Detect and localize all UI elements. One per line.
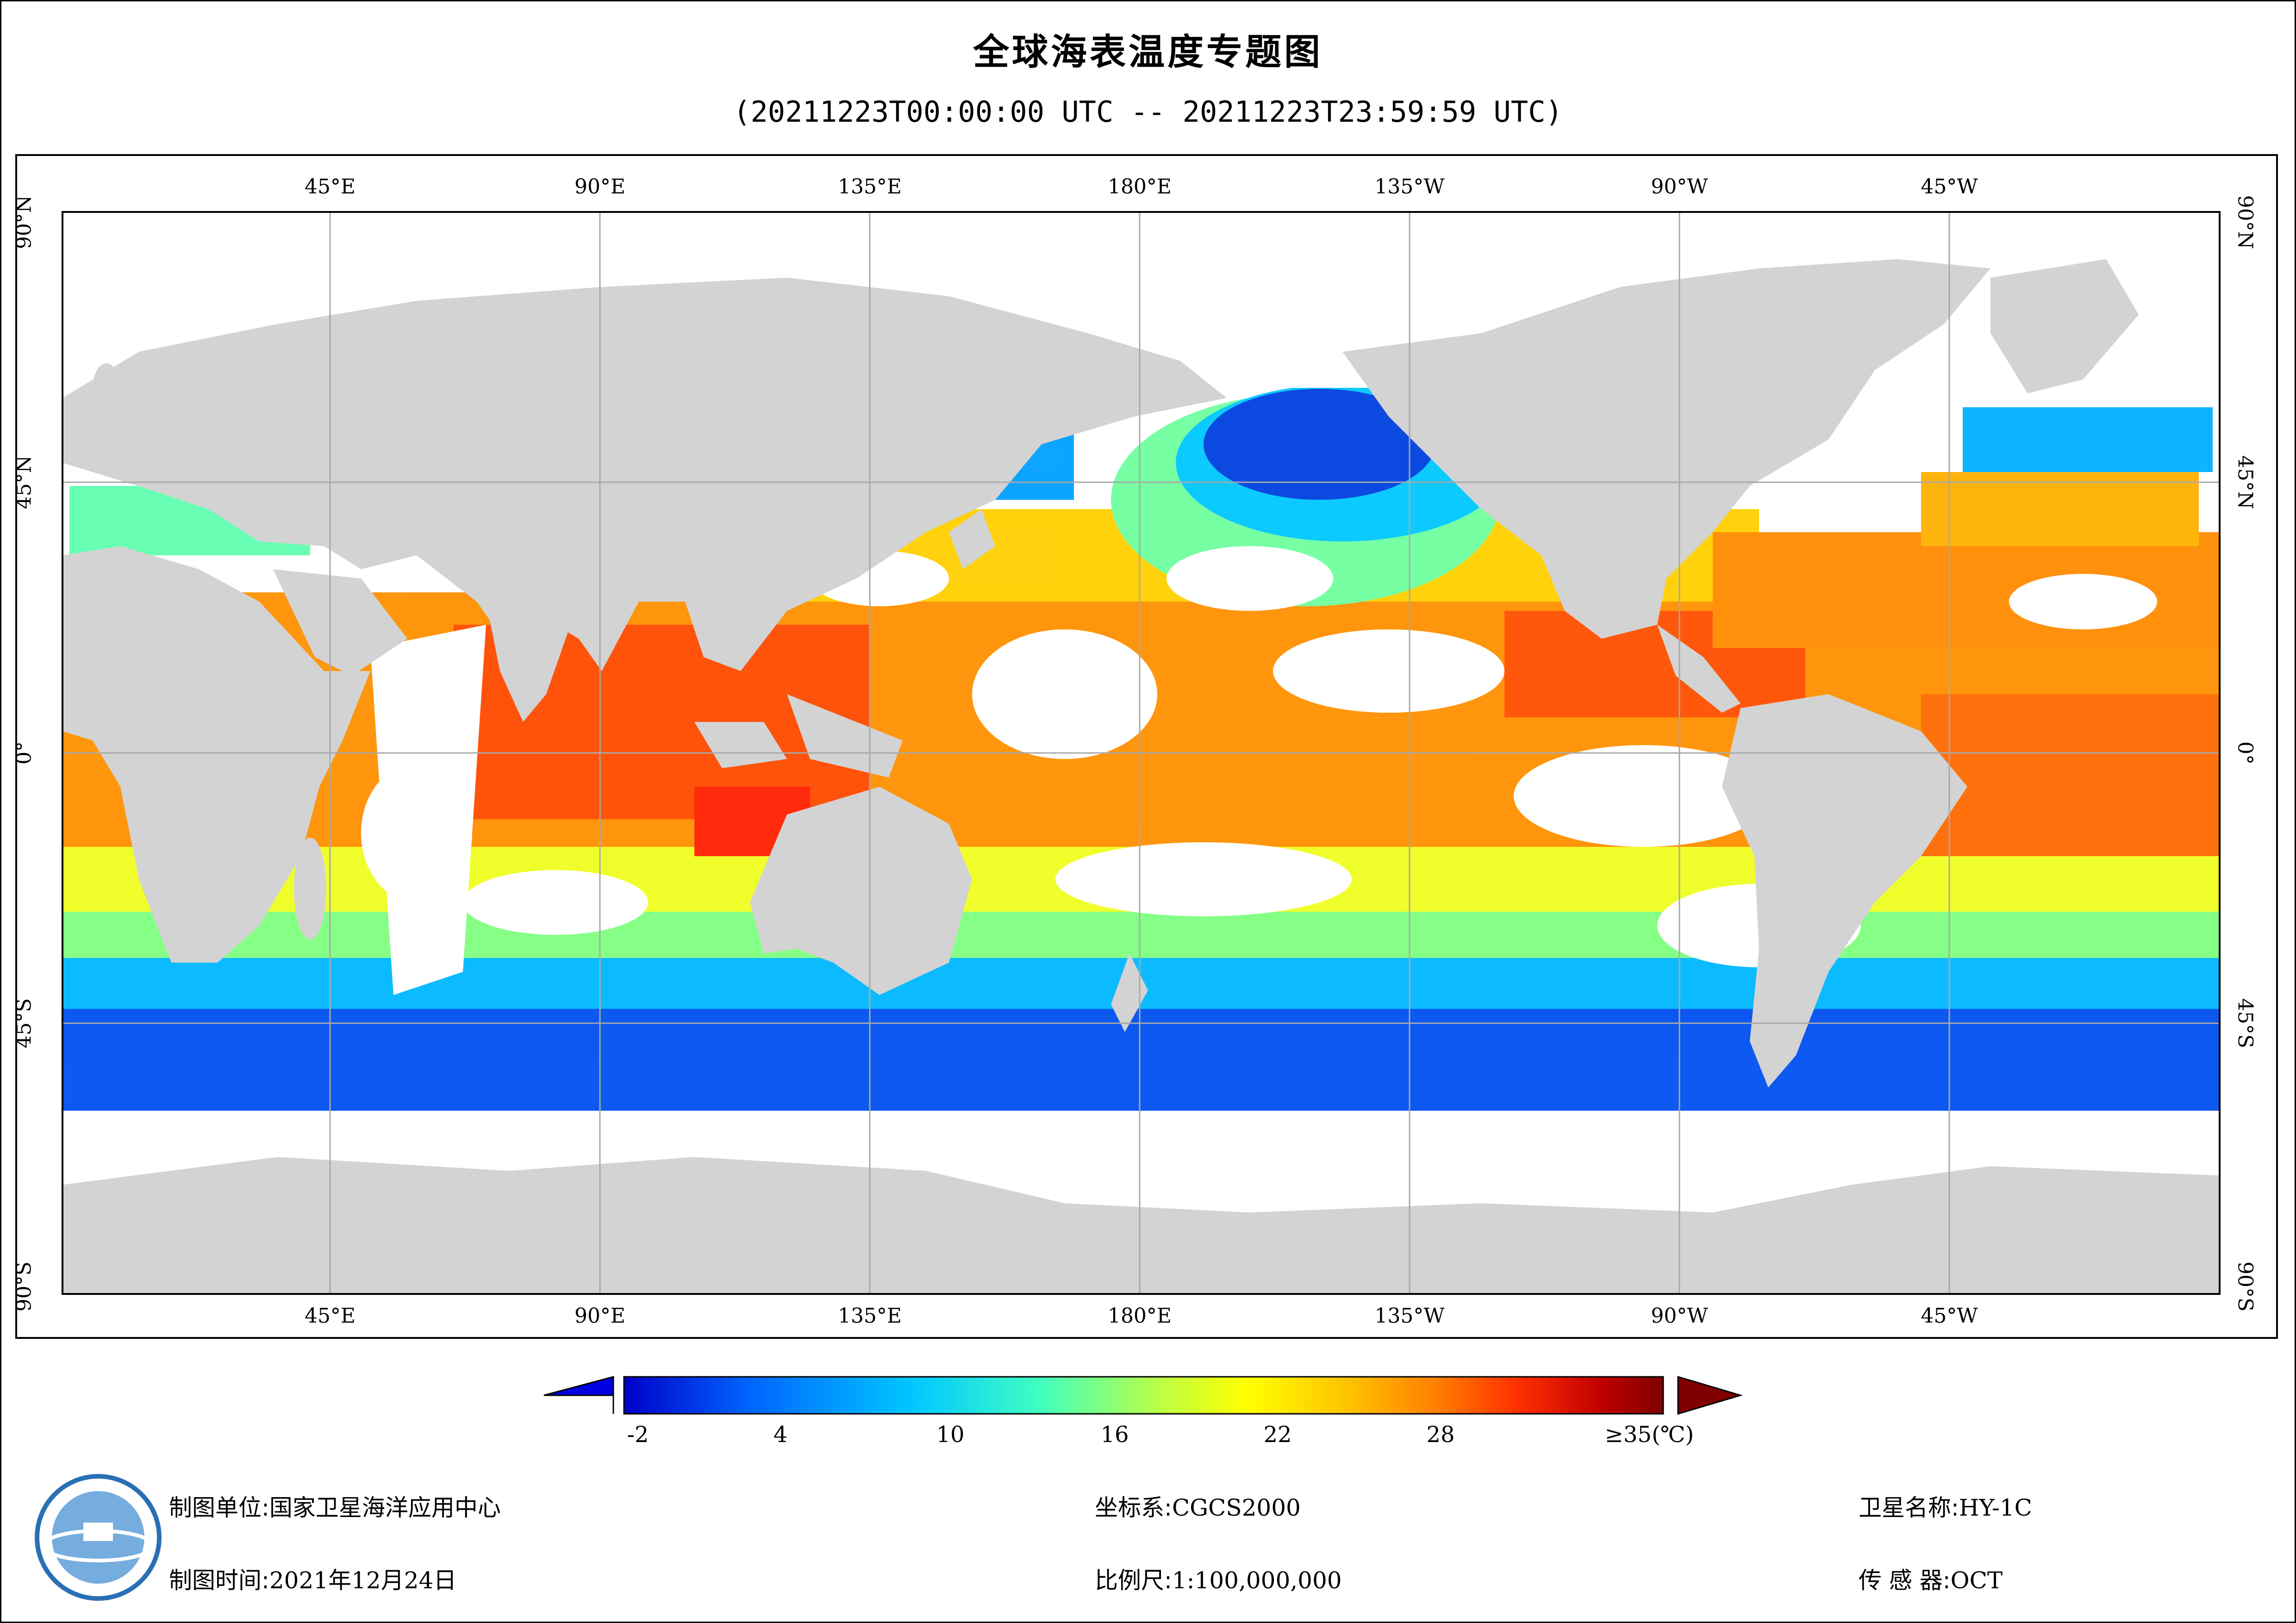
lon-label-bottom: 90°W — [1651, 1304, 1708, 1328]
map-inner-border — [62, 211, 2221, 1295]
colorbar — [543, 1375, 1743, 1415]
lat-label-left: 90°N — [12, 195, 36, 249]
footer-org-value: 国家卫星海洋应用中心 — [269, 1494, 501, 1521]
land-greenland — [1990, 259, 2139, 393]
footer-scale-value: 1:100,000,000 — [1172, 1567, 1342, 1594]
land-africa — [62, 546, 370, 963]
graticule — [62, 212, 2220, 1294]
land-australia — [750, 787, 972, 995]
footer-time-label: 制图时间: — [169, 1567, 269, 1594]
nsoas-logo-icon — [35, 1474, 162, 1601]
colorbar-label: 22 — [1263, 1422, 1292, 1448]
colorbar-label: 16 — [1100, 1422, 1129, 1448]
colorbar-label: -2 — [627, 1422, 649, 1448]
lat-label-left: 45°N — [12, 455, 36, 510]
footer-time-value: 2021年12月24日 — [269, 1567, 457, 1594]
land-south-america — [1722, 694, 1967, 1088]
lat-label-right: 90°N — [2233, 195, 2257, 249]
map-subtitle: (20211223T00:00:00 UTC -- 20211223T23:59… — [733, 95, 1563, 129]
lon-label-bottom: 45°E — [304, 1304, 356, 1328]
lon-label-top: 45°W — [1921, 175, 1978, 199]
footer-sensor: 传 感 器:OCT — [1859, 1562, 2003, 1595]
lon-label-top: 45°E — [304, 175, 356, 199]
colorbar-label: 28 — [1426, 1422, 1455, 1448]
lat-label-right: 90°S — [2233, 1261, 2257, 1312]
map-title: 全球海表温度专题图 — [973, 31, 1323, 73]
footer-crs-value: CGCS2000 — [1172, 1494, 1301, 1521]
lat-label-right: 45°S — [2233, 998, 2257, 1049]
land-india — [486, 602, 579, 722]
lon-label-bottom: 90°E — [574, 1304, 626, 1328]
lon-label-bottom: 45°W — [1921, 1304, 1978, 1328]
footer-crs: 坐标系:CGCS2000 — [1095, 1489, 1301, 1523]
footer-crs-label: 坐标系: — [1095, 1494, 1172, 1521]
footer-sensor-label: 传 感 器: — [1859, 1567, 1951, 1594]
lon-label-top: 135°E — [837, 175, 902, 199]
lon-label-bottom: 135°W — [1374, 1304, 1445, 1328]
footer-scale-label: 比例尺: — [1095, 1567, 1172, 1594]
lat-label-left: 45°S — [12, 998, 36, 1049]
lon-label-top: 180°E — [1107, 175, 1172, 199]
colorbar-label: ≥35(℃) — [1604, 1422, 1694, 1448]
colorbar-label: 4 — [773, 1422, 788, 1448]
footer-org: 制图单位:国家卫星海洋应用中心 — [169, 1489, 501, 1523]
footer-org-label: 制图单位: — [169, 1494, 269, 1521]
colorbar-high-arrow — [1677, 1375, 1743, 1415]
footer-satellite: 卫星名称:HY-1C — [1859, 1489, 2032, 1523]
footer-sat-value: HY-1C — [1959, 1494, 2032, 1521]
lon-label-bottom: 180°E — [1107, 1304, 1172, 1328]
land — [62, 259, 2220, 1294]
lat-label-left: 0° — [12, 741, 36, 765]
footer-time: 制图时间:2021年12月24日 — [169, 1562, 456, 1595]
colorbar-bar — [623, 1376, 1664, 1415]
land-antarctica — [62, 1157, 2220, 1294]
map-frame — [15, 154, 2278, 1339]
lon-label-top: 90°W — [1651, 175, 1708, 199]
footer-scale: 比例尺:1:100,000,000 — [1095, 1562, 1342, 1595]
lon-label-top: 135°W — [1374, 175, 1445, 199]
lat-label-right: 45°N — [2233, 455, 2257, 510]
lon-label-top: 90°E — [574, 175, 626, 199]
colorbar-low-arrow — [543, 1376, 614, 1414]
land-eurasia — [62, 278, 1227, 671]
footer-sensor-value: OCT — [1950, 1567, 2003, 1594]
lat-label-right: 0° — [2233, 741, 2257, 765]
footer-sat-label: 卫星名称: — [1859, 1494, 1959, 1521]
lat-label-left: 90°S — [12, 1261, 36, 1312]
land-north-america — [1342, 259, 1990, 639]
lon-label-bottom: 135°E — [837, 1304, 902, 1328]
colorbar-label: 10 — [936, 1422, 965, 1448]
